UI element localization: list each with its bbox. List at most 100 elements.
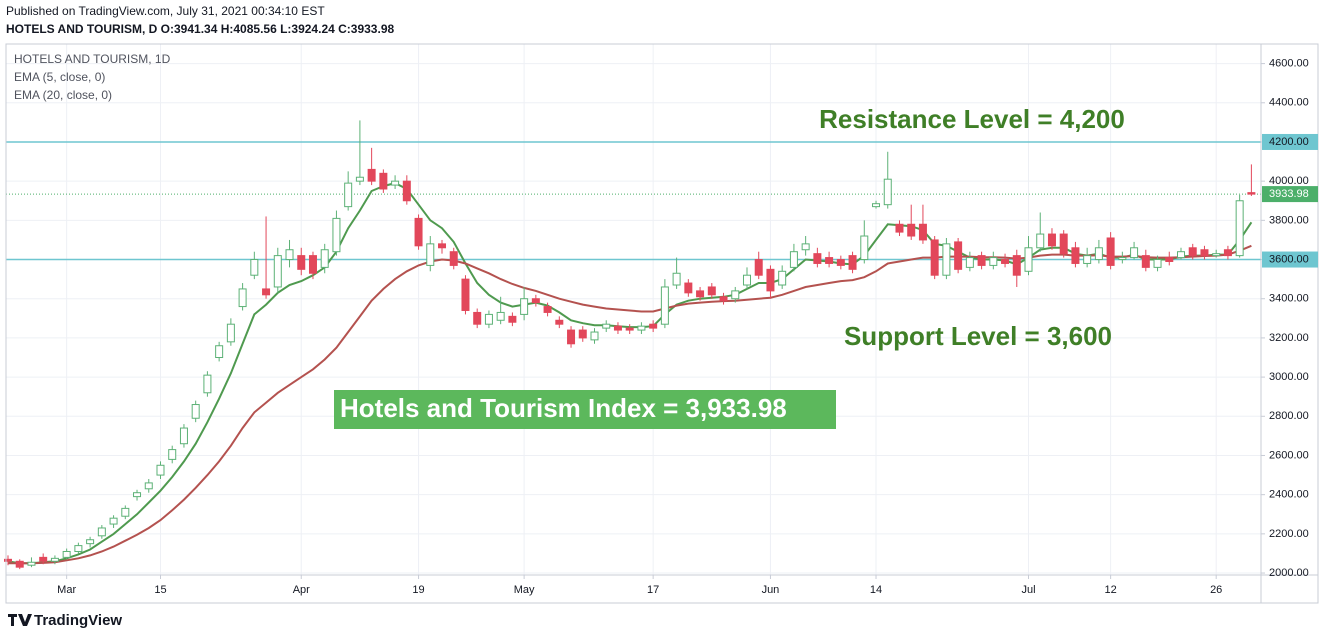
- legend-ema5: EMA (5, close, 0): [14, 70, 105, 84]
- candle-body: [27, 561, 36, 566]
- candle-body: [332, 217, 341, 253]
- candle-body: [965, 257, 974, 268]
- price-tag: [1262, 133, 1318, 150]
- candle-body: [778, 270, 787, 286]
- candle-body: [97, 527, 106, 537]
- candle-body: [449, 251, 458, 266]
- candle-body: [133, 492, 142, 498]
- candle-body: [438, 243, 447, 249]
- candle-body: [989, 257, 998, 266]
- logo-text: TradingView: [34, 612, 122, 629]
- candle-body: [238, 288, 247, 308]
- candle-body: [4, 558, 12, 562]
- candle-body: [719, 296, 728, 302]
- x-tick-label: Jul: [1021, 584, 1035, 596]
- candle-body: [285, 249, 294, 261]
- candle-body: [578, 329, 587, 339]
- y-tick-label: 4000.00: [1269, 175, 1309, 187]
- candle-body: [801, 243, 810, 251]
- candle-body: [625, 327, 634, 331]
- candle-body: [813, 253, 822, 264]
- x-tick-label: 14: [870, 584, 882, 596]
- candle-body: [414, 217, 423, 247]
- candle-body: [74, 545, 83, 552]
- y-tick-label: 3200.00: [1269, 332, 1309, 344]
- x-tick-label: 15: [154, 584, 166, 596]
- candle-body: [203, 374, 212, 394]
- symbol-line: HOTELS AND TOURISM, D O:3941.34 H:4085.5…: [6, 22, 394, 36]
- candle-body: [1094, 247, 1103, 261]
- candle-body: [637, 325, 646, 331]
- x-tick-label: 26: [1210, 584, 1222, 596]
- candle-body: [660, 286, 669, 325]
- candle-body: [426, 243, 435, 266]
- candle-body: [121, 507, 130, 517]
- index-annotation: Hotels and Tourism Index = 3,933.98: [340, 393, 787, 423]
- candle-body: [684, 282, 693, 294]
- candle-body: [215, 345, 224, 359]
- y-tick-label: 3000.00: [1269, 371, 1309, 383]
- candle-body: [1188, 247, 1197, 257]
- candle-body: [262, 288, 271, 296]
- candle-body: [1059, 233, 1068, 255]
- candle-body: [977, 255, 986, 266]
- candle-body: [379, 172, 388, 190]
- candle-body: [297, 255, 306, 270]
- y-tick-label: 2400.00: [1269, 489, 1309, 501]
- ema-line: [8, 244, 1252, 565]
- candle-body: [848, 255, 857, 270]
- candle-body: [402, 180, 411, 202]
- candle-body: [1047, 233, 1056, 247]
- candle-body: [613, 325, 622, 331]
- candle-body: [320, 249, 329, 268]
- published-line: Published on TradingView.com, July 31, 2…: [6, 4, 325, 18]
- candle-body: [273, 255, 282, 288]
- candle-body: [1036, 233, 1045, 249]
- candle-body: [590, 331, 599, 341]
- candle-body: [825, 257, 834, 264]
- candle-body: [15, 560, 24, 568]
- y-tick-label: 2200.00: [1269, 528, 1309, 540]
- candle-body: [954, 241, 963, 270]
- axes: 2000.00 2200.00 2400.00 2600.00 2800.00 3000.…: [57, 58, 1318, 596]
- candle-body: [883, 178, 892, 206]
- candle-body: [461, 278, 470, 311]
- candle-body: [1118, 257, 1127, 261]
- candle-body: [707, 286, 716, 296]
- candle-body: [39, 556, 48, 562]
- candle-body: [1024, 247, 1033, 272]
- candle-body: [555, 319, 564, 325]
- candle-body: [1083, 255, 1092, 264]
- x-tick-label: May: [514, 584, 535, 596]
- candle-body: [1130, 247, 1139, 259]
- candle-body: [62, 550, 71, 558]
- candle-body: [789, 251, 798, 268]
- support-annotation: Support Level = 3,600: [844, 321, 1112, 351]
- candle-body: [50, 557, 59, 562]
- candle-body: [144, 482, 153, 490]
- candle-body: [1141, 255, 1150, 268]
- price-tag: [1262, 186, 1318, 203]
- candle-body: [895, 223, 904, 233]
- candle-body: [907, 223, 916, 237]
- candle-body: [1153, 259, 1162, 268]
- legend-ema20: EMA (20, close, 0): [14, 88, 112, 102]
- candle-body: [179, 427, 188, 445]
- candle-body: [1071, 247, 1080, 264]
- candle-body: [168, 449, 177, 460]
- candles: [4, 120, 1256, 570]
- candle-body: [731, 290, 740, 300]
- price-tag-label: 3600.00: [1269, 253, 1309, 265]
- y-tick-label: 2600.00: [1269, 449, 1309, 461]
- candle-body: [1165, 257, 1174, 262]
- candle-body: [391, 180, 400, 186]
- y-tick-label: 4400.00: [1269, 97, 1309, 109]
- candle-body: [1235, 200, 1244, 257]
- candle-body: [766, 268, 775, 292]
- candle-body: [1200, 249, 1209, 257]
- price-tag: [1262, 251, 1318, 268]
- tradingview-logo: TradingView: [8, 612, 122, 629]
- chart-frame: [5, 43, 1319, 604]
- candle-body: [484, 313, 493, 325]
- candle-body: [191, 404, 200, 419]
